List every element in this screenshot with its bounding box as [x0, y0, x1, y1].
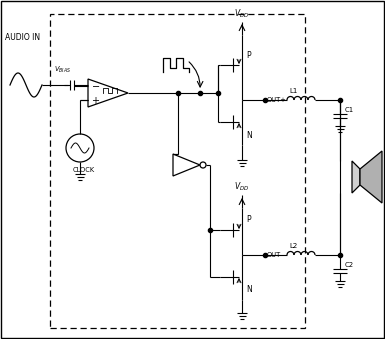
Text: P: P — [246, 216, 251, 224]
Text: P: P — [246, 51, 251, 60]
Text: L1: L1 — [289, 88, 297, 94]
Text: $+$: $+$ — [91, 96, 100, 106]
Polygon shape — [352, 161, 360, 193]
Text: $V_{DD}$: $V_{DD}$ — [234, 181, 249, 193]
Text: OUT+: OUT+ — [267, 97, 287, 103]
Polygon shape — [360, 151, 382, 203]
Text: AUDIO IN: AUDIO IN — [5, 34, 40, 42]
Text: N: N — [246, 284, 252, 294]
Text: L2: L2 — [289, 243, 297, 249]
Text: N: N — [246, 131, 252, 140]
Text: OUT-: OUT- — [267, 252, 283, 258]
Text: C2: C2 — [345, 262, 354, 268]
Text: $-$: $-$ — [91, 80, 100, 90]
Text: $V_{DD}$: $V_{DD}$ — [234, 8, 249, 20]
Text: CLOCK: CLOCK — [73, 167, 95, 173]
Text: C1: C1 — [345, 107, 354, 113]
Text: $V_{BIAS}$: $V_{BIAS}$ — [54, 65, 72, 75]
Bar — [50, 14, 305, 328]
